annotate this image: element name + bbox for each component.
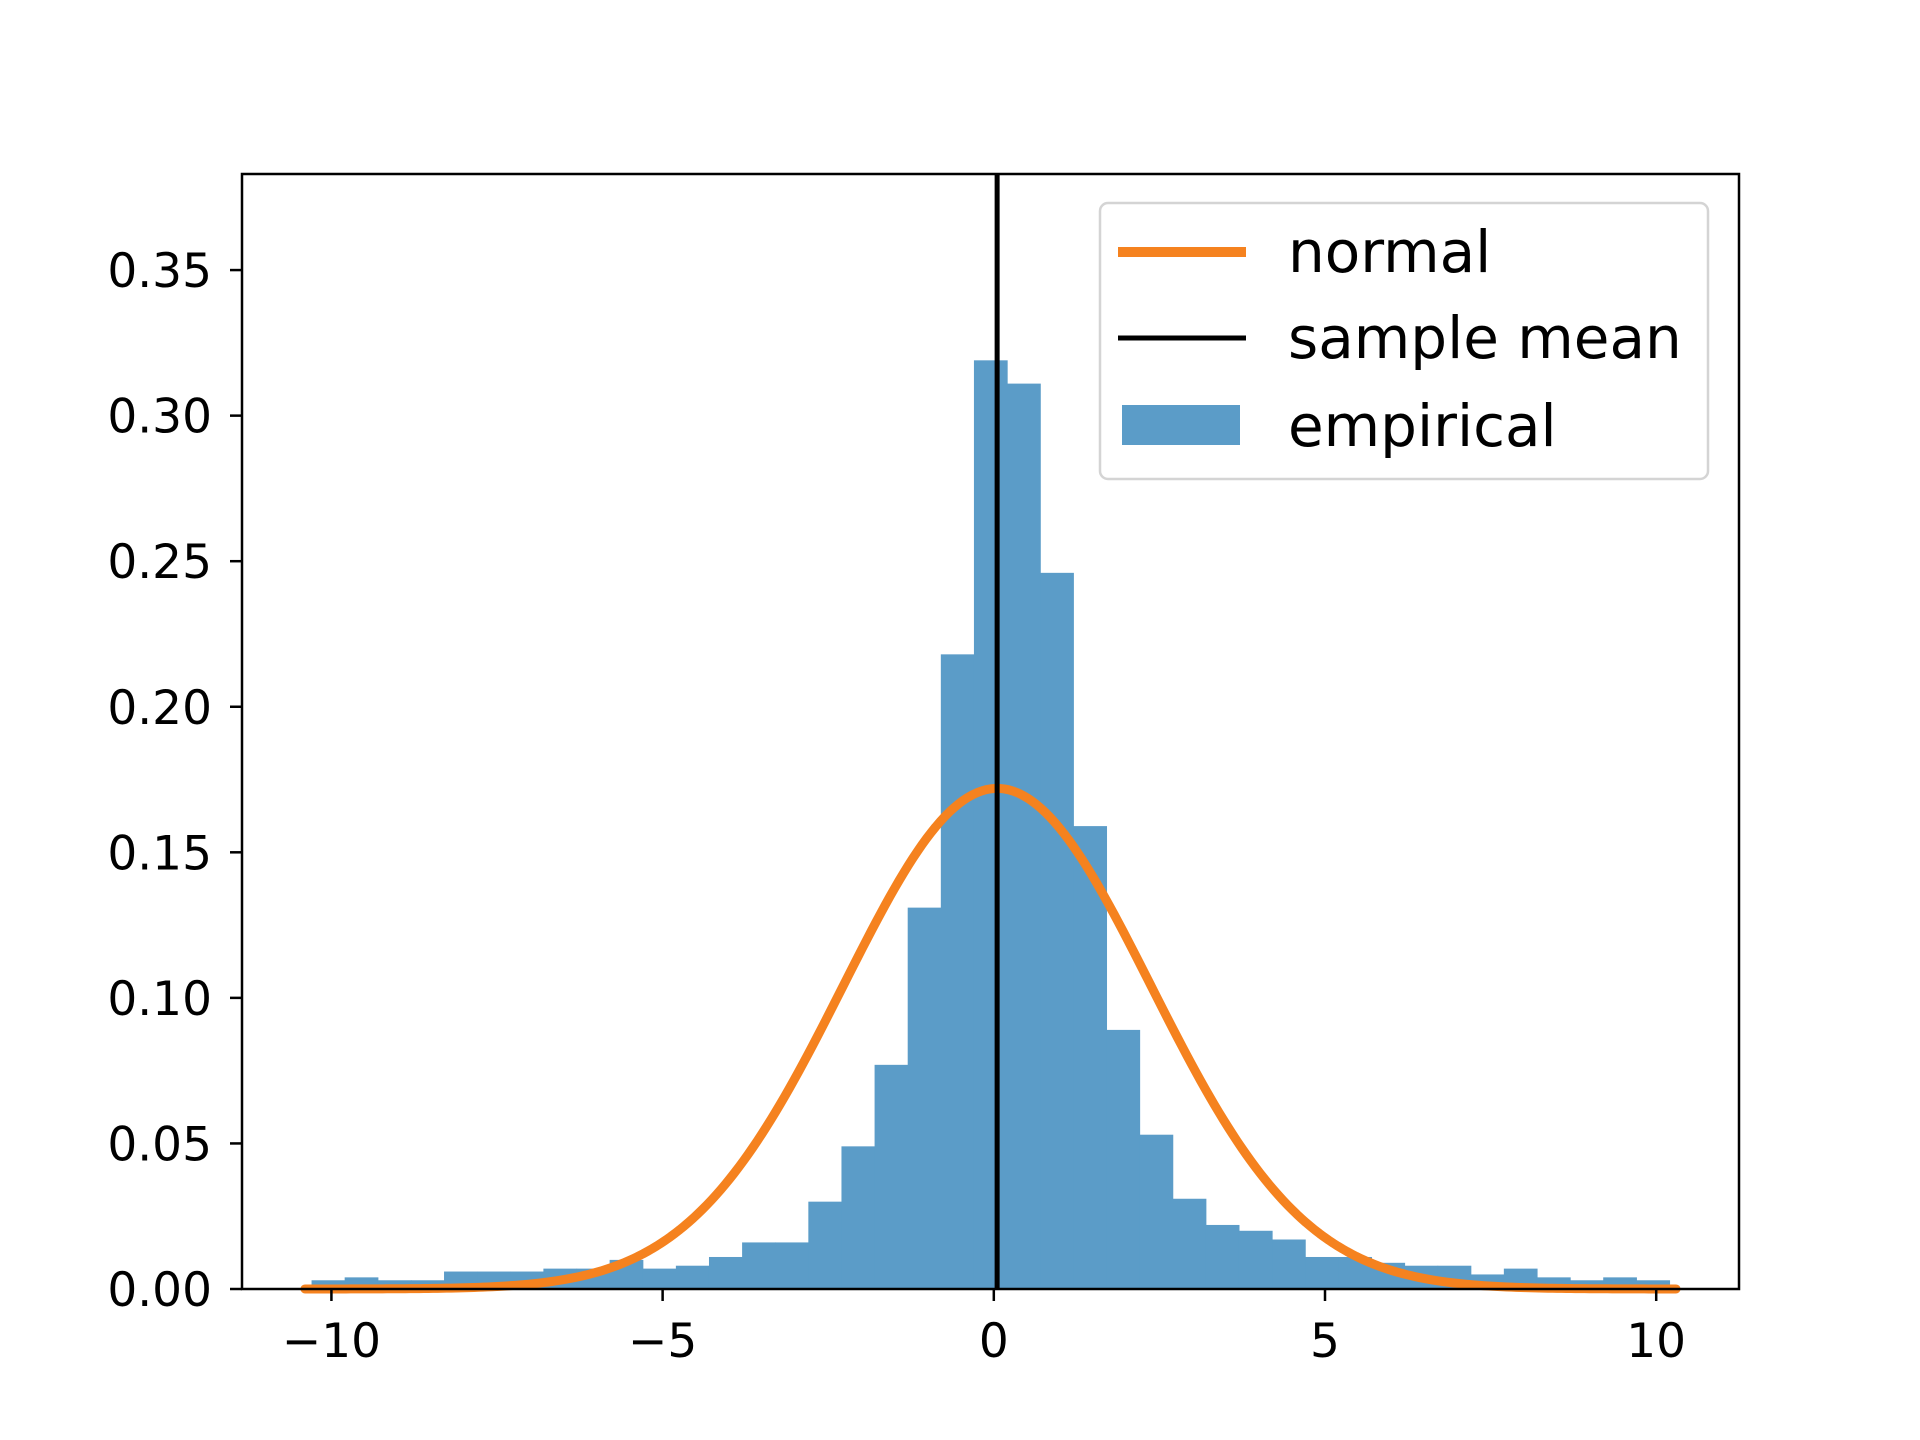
y-tick-label: 0.20	[107, 681, 212, 736]
histogram-bar	[775, 1242, 809, 1289]
y-tick-label: 0.00	[107, 1263, 212, 1318]
histogram-bar	[708, 1256, 743, 1289]
histogram-bar	[1007, 383, 1041, 1289]
x-tick-label: 0	[979, 1314, 1009, 1369]
legend-normal-label: normal	[1288, 218, 1491, 286]
histogram-bar	[742, 1242, 776, 1289]
histogram-bar	[1603, 1277, 1637, 1289]
x-tick-label: 5	[1310, 1314, 1340, 1369]
histogram-bar	[1238, 1230, 1273, 1289]
legend-empirical-swatch	[1122, 405, 1240, 445]
histogram-bar	[1172, 1198, 1207, 1289]
plot-frame	[240, 172, 1741, 1291]
histogram-bar	[1205, 1224, 1240, 1289]
x-axis: −10 −5 0 5 10	[282, 1289, 1686, 1369]
histogram-bar	[1073, 826, 1108, 1289]
histogram-bar	[841, 1146, 876, 1289]
histogram-bar	[874, 1064, 909, 1289]
y-axis: 0.00 0.05 0.10 0.15 0.20 0.25 0.30 0.35	[107, 244, 242, 1318]
histogram-bar	[1536, 1277, 1571, 1289]
x-tick-label: −5	[628, 1314, 697, 1369]
y-tick-label: 0.25	[107, 535, 212, 590]
y-tick-label: 0.05	[107, 1117, 212, 1172]
histogram-bar	[808, 1201, 843, 1289]
legend-empirical-label: empirical	[1288, 392, 1557, 460]
normal-curve-line	[300, 783, 1681, 1294]
histogram-bar	[1272, 1239, 1306, 1289]
legend: normal sample mean empirical	[1098, 201, 1710, 481]
normal-curve-group	[300, 783, 1681, 1294]
y-tick-label: 0.15	[107, 826, 212, 881]
x-tick-label: 10	[1626, 1314, 1686, 1369]
histogram-bar	[1040, 572, 1074, 1289]
histogram-bar	[675, 1265, 710, 1289]
y-tick-label: 0.35	[107, 244, 212, 299]
histogram-bar	[344, 1277, 379, 1289]
histogram-bar	[1139, 1134, 1174, 1289]
legend-box	[1098, 201, 1710, 481]
histogram-bar	[642, 1268, 677, 1289]
histogram-bar	[907, 907, 942, 1289]
y-tick-label: 0.10	[107, 972, 212, 1027]
legend-sample-mean-label: sample mean	[1288, 304, 1682, 372]
histogram-bar	[1305, 1256, 1339, 1289]
histogram-bar	[973, 360, 1008, 1289]
histogram-bar	[940, 654, 975, 1289]
histogram-bar	[1106, 1029, 1141, 1289]
y-tick-label: 0.30	[107, 390, 212, 445]
x-tick-label: −10	[282, 1314, 381, 1369]
